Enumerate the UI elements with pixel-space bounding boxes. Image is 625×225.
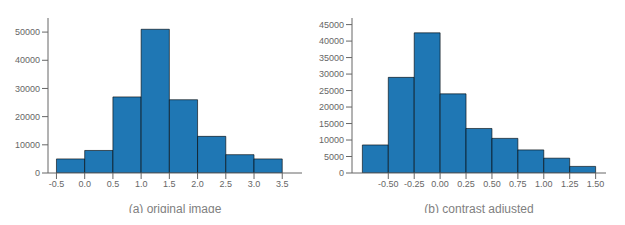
svg-text:15000: 15000	[319, 119, 344, 129]
svg-text:1.25: 1.25	[561, 179, 579, 189]
svg-text:10000: 10000	[15, 140, 40, 150]
svg-text:-0.50: -0.50	[378, 179, 399, 189]
svg-text:5000: 5000	[324, 152, 344, 162]
svg-text:0.0: 0.0	[78, 179, 91, 189]
svg-text:50000: 50000	[15, 27, 40, 37]
svg-text:0: 0	[339, 168, 344, 178]
svg-text:3.5: 3.5	[276, 179, 289, 189]
svg-text:0: 0	[35, 168, 40, 178]
svg-text:30000: 30000	[15, 84, 40, 94]
svg-text:2.0: 2.0	[191, 179, 204, 189]
svg-text:1.5: 1.5	[163, 179, 176, 189]
svg-text:(b) contrast adjusted: (b) contrast adjusted	[424, 202, 533, 213]
svg-text:2.5: 2.5	[220, 179, 233, 189]
svg-text:1.0: 1.0	[135, 179, 148, 189]
svg-text:0.25: 0.25	[457, 179, 475, 189]
svg-text:40000: 40000	[15, 55, 40, 65]
svg-text:-0.5: -0.5	[49, 179, 65, 189]
svg-text:0.5: 0.5	[107, 179, 120, 189]
svg-text:25000: 25000	[319, 86, 344, 96]
svg-text:(a) original image: (a) original image	[129, 202, 222, 213]
svg-text:35000: 35000	[319, 53, 344, 63]
svg-text:0.00: 0.00	[431, 179, 449, 189]
svg-text:30000: 30000	[319, 69, 344, 79]
svg-text:1.00: 1.00	[535, 179, 553, 189]
svg-text:20000: 20000	[15, 112, 40, 122]
svg-text:0.50: 0.50	[483, 179, 501, 189]
svg-text:-0.25: -0.25	[404, 179, 425, 189]
svg-text:3.0: 3.0	[248, 179, 261, 189]
svg-text:45000: 45000	[319, 20, 344, 30]
svg-text:0.75: 0.75	[509, 179, 527, 189]
svg-text:1.50: 1.50	[587, 179, 605, 189]
svg-text:40000: 40000	[319, 36, 344, 46]
svg-text:10000: 10000	[319, 135, 344, 145]
svg-text:20000: 20000	[319, 102, 344, 112]
